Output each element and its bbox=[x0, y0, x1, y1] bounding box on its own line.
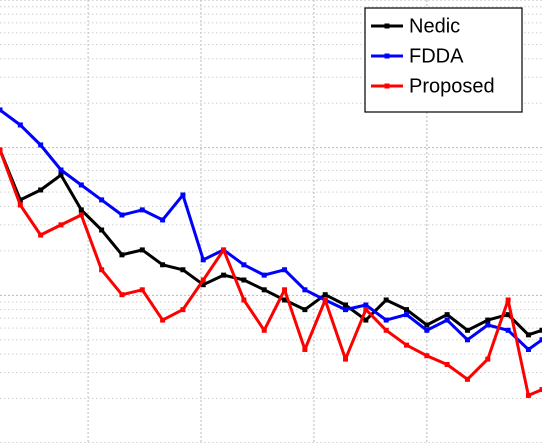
point-marker bbox=[383, 297, 389, 303]
point-marker bbox=[363, 317, 369, 323]
point-marker bbox=[363, 302, 369, 308]
legend-label: Proposed bbox=[409, 75, 495, 97]
point-marker bbox=[282, 267, 288, 273]
point-marker bbox=[505, 297, 511, 303]
point-marker bbox=[464, 376, 470, 382]
point-marker bbox=[17, 122, 23, 128]
series-line bbox=[0, 149, 542, 337]
point-marker bbox=[539, 387, 542, 393]
point-marker bbox=[119, 252, 125, 258]
point-marker bbox=[139, 287, 145, 293]
point-marker bbox=[99, 227, 105, 233]
point-marker bbox=[261, 327, 267, 333]
point-marker bbox=[525, 332, 531, 338]
point-marker bbox=[424, 322, 430, 328]
point-marker bbox=[383, 327, 389, 333]
point-marker bbox=[261, 287, 267, 293]
point-marker bbox=[343, 307, 349, 313]
point-marker bbox=[322, 297, 328, 303]
point-marker bbox=[404, 307, 409, 313]
point-marker bbox=[485, 356, 491, 362]
point-marker bbox=[282, 287, 288, 293]
point-marker bbox=[38, 142, 44, 148]
point-marker bbox=[282, 297, 288, 303]
legend-swatch-marker bbox=[384, 23, 390, 29]
point-marker bbox=[539, 327, 542, 333]
point-marker bbox=[58, 167, 64, 173]
point-marker bbox=[444, 317, 450, 323]
point-marker bbox=[160, 217, 166, 223]
point-marker bbox=[221, 247, 227, 253]
point-marker bbox=[302, 287, 308, 293]
point-marker bbox=[322, 292, 328, 298]
point-marker bbox=[221, 272, 227, 278]
point-marker bbox=[404, 342, 409, 348]
point-marker bbox=[78, 207, 84, 213]
point-marker bbox=[38, 232, 44, 238]
point-marker bbox=[525, 346, 531, 352]
point-marker bbox=[0, 107, 3, 113]
point-marker bbox=[241, 262, 247, 268]
point-marker bbox=[404, 312, 409, 318]
point-marker bbox=[58, 222, 64, 228]
point-marker bbox=[119, 292, 125, 298]
point-marker bbox=[99, 267, 105, 273]
point-marker bbox=[444, 362, 450, 368]
point-marker bbox=[0, 147, 3, 153]
series-line bbox=[0, 149, 542, 397]
point-marker bbox=[38, 187, 44, 193]
point-marker bbox=[241, 277, 247, 283]
point-marker bbox=[464, 327, 470, 333]
series-line bbox=[0, 108, 542, 351]
legend-swatch-marker bbox=[384, 53, 390, 59]
point-marker bbox=[119, 212, 125, 218]
point-marker bbox=[180, 267, 186, 273]
point-marker bbox=[180, 307, 186, 313]
legend-label: FDDA bbox=[409, 45, 464, 67]
point-marker bbox=[17, 197, 23, 203]
point-marker bbox=[160, 262, 166, 268]
point-marker bbox=[139, 247, 145, 253]
point-marker bbox=[180, 192, 186, 198]
point-marker bbox=[343, 356, 349, 362]
point-marker bbox=[139, 207, 145, 213]
legend-swatch-marker bbox=[384, 83, 390, 89]
point-marker bbox=[200, 277, 206, 283]
point-marker bbox=[464, 337, 470, 343]
point-marker bbox=[78, 182, 84, 188]
point-marker bbox=[505, 327, 511, 333]
point-marker bbox=[302, 346, 308, 352]
point-marker bbox=[160, 317, 166, 323]
point-marker bbox=[302, 307, 308, 313]
point-marker bbox=[17, 202, 23, 208]
legend-label: Nedic bbox=[409, 15, 460, 37]
point-marker bbox=[58, 172, 64, 178]
point-marker bbox=[424, 327, 430, 333]
point-marker bbox=[485, 322, 491, 328]
point-marker bbox=[505, 312, 511, 318]
point-marker bbox=[444, 312, 450, 318]
point-marker bbox=[261, 272, 267, 278]
point-marker bbox=[383, 317, 389, 323]
point-marker bbox=[343, 302, 349, 308]
point-marker bbox=[525, 392, 531, 398]
point-marker bbox=[78, 212, 84, 218]
legend-box bbox=[364, 7, 523, 113]
point-marker bbox=[200, 257, 206, 263]
point-marker bbox=[241, 297, 247, 303]
point-marker bbox=[539, 337, 542, 343]
point-marker bbox=[99, 197, 105, 203]
point-marker bbox=[363, 307, 369, 313]
point-marker bbox=[424, 353, 430, 359]
point-marker bbox=[200, 282, 206, 288]
point-marker bbox=[485, 317, 491, 323]
